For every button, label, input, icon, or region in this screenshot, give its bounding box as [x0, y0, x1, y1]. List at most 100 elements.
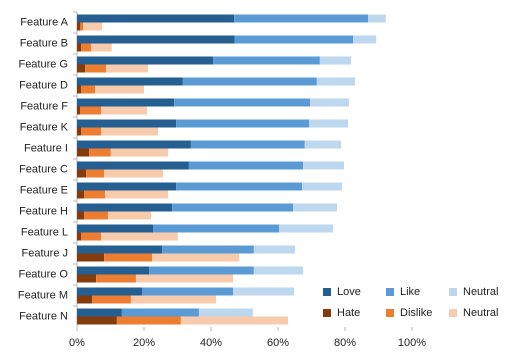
bar-segment: [77, 211, 85, 220]
bar-segment: [77, 161, 189, 170]
bar-segment: [279, 224, 333, 233]
bar-segment: [121, 308, 199, 317]
y-tick-label: Feature K: [20, 121, 69, 133]
legend-swatch: [449, 309, 457, 317]
legend-swatch: [323, 309, 331, 317]
bar-segment: [77, 295, 93, 304]
bar-segment: [81, 127, 102, 136]
bar-segment: [304, 140, 341, 149]
bar-segment: [77, 106, 81, 115]
bar-segment: [135, 274, 234, 283]
bar-segment: [96, 274, 136, 283]
legend-label: Love: [337, 286, 361, 298]
bar-segment: [141, 287, 234, 296]
bar-segment: [104, 253, 153, 262]
bar-segment: [77, 148, 90, 157]
bar-segment: [188, 161, 304, 170]
bar-segment: [77, 43, 82, 52]
bar-segment: [316, 77, 356, 86]
bar-segment: [81, 232, 102, 241]
bar-segment: [77, 190, 85, 199]
legend-label: Neutral: [463, 286, 498, 298]
bar-segment: [85, 64, 107, 73]
bar-segment: [77, 182, 177, 191]
y-tick-label: Feature G: [18, 58, 68, 70]
bar-segment: [149, 266, 254, 275]
bar-segment: [77, 85, 82, 94]
x-tick-label: 80%: [334, 337, 356, 349]
bar-segment: [77, 127, 82, 136]
y-tick-label: Feature A: [20, 16, 68, 28]
bar-segment: [77, 274, 97, 283]
bar-segment: [174, 98, 311, 107]
bar-segment: [353, 35, 377, 44]
legend-swatch: [449, 288, 457, 296]
bar-segment: [77, 224, 154, 233]
bar-segment: [319, 56, 352, 65]
bar-segment: [176, 182, 303, 191]
legend-label: Dislike: [400, 307, 432, 319]
x-tick-label: 60%: [267, 337, 289, 349]
bar-segment: [101, 232, 178, 241]
bar-segment: [153, 224, 280, 233]
bar-segment: [213, 56, 320, 65]
bar-segment: [101, 127, 159, 136]
bar-segment: [234, 14, 369, 23]
bar-segment: [80, 22, 84, 31]
bar-segment: [77, 77, 183, 86]
bar-segment: [293, 203, 337, 212]
bar-segment: [77, 232, 82, 241]
bar-segment: [368, 14, 386, 23]
bar-segment: [81, 43, 92, 52]
bar-segment: [77, 22, 81, 31]
bar-segment: [77, 203, 173, 212]
bar-segment: [95, 85, 144, 94]
legend-swatch: [323, 288, 331, 296]
bar-segment: [92, 295, 131, 304]
bar-segment: [77, 98, 175, 107]
bar-segment: [77, 287, 142, 296]
bar-segment: [233, 287, 295, 296]
bar-segment: [77, 245, 163, 254]
bar-segment: [77, 64, 86, 73]
x-tick-label: 100%: [398, 337, 426, 349]
bar-segment: [106, 64, 149, 73]
legend-label: Neutral: [463, 307, 498, 319]
bar-segment: [302, 182, 342, 191]
bar-segment: [80, 106, 102, 115]
bar-segment: [77, 266, 150, 275]
bar-segment: [77, 140, 191, 149]
y-tick-label: Feature I: [24, 142, 68, 154]
bar-segment: [77, 253, 105, 262]
bar-segment: [130, 295, 217, 304]
bar-segment: [303, 161, 344, 170]
bar-segment: [77, 14, 235, 23]
bar-segment: [172, 203, 294, 212]
bar-segment: [101, 106, 148, 115]
bar-segment: [104, 169, 164, 178]
bar-segment: [91, 43, 112, 52]
x-tick-label: 40%: [200, 337, 222, 349]
bar-segment: [77, 169, 87, 178]
bar-segment: [234, 35, 354, 44]
bar-segment: [190, 140, 305, 149]
bar-segment: [84, 190, 106, 199]
bar-segment: [77, 316, 117, 325]
bar-segment: [176, 119, 310, 128]
bar-segment: [105, 190, 169, 199]
legend-label: Like: [400, 286, 420, 298]
bar-segment: [89, 148, 111, 157]
bar-segment: [162, 245, 254, 254]
bar-segment: [81, 85, 96, 94]
bar-segment: [83, 22, 103, 31]
bar-segment: [77, 35, 235, 44]
bar-segment: [253, 245, 296, 254]
bar-segment: [77, 119, 177, 128]
bar-segment: [84, 211, 109, 220]
bar-segment: [86, 169, 105, 178]
y-tick-label: Feature M: [18, 289, 68, 301]
bar-segment: [108, 211, 152, 220]
y-tick-label: Feature C: [19, 163, 68, 175]
y-tick-label: Feature E: [20, 184, 68, 196]
